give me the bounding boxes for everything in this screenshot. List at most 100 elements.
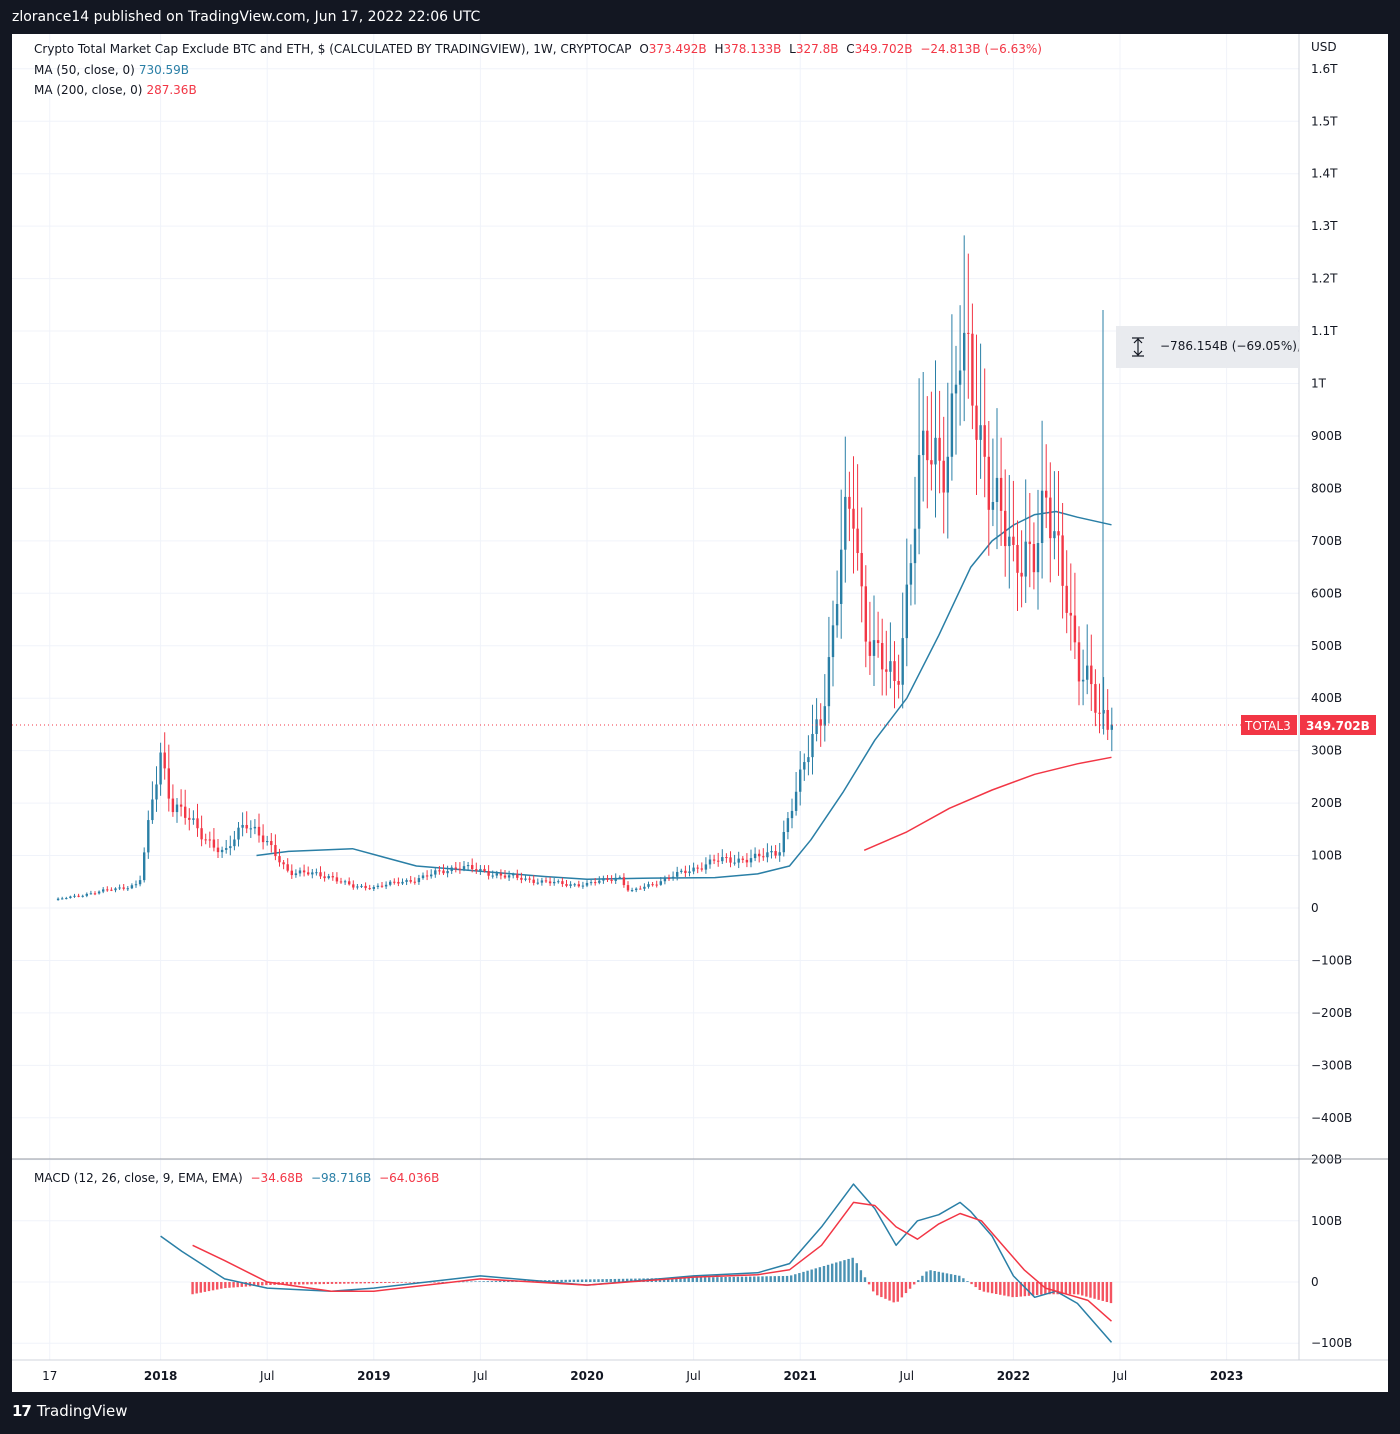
candle-body <box>102 889 105 892</box>
macd-histogram-bar <box>1101 1282 1104 1301</box>
candle-body <box>688 871 691 874</box>
macd-histogram-bar <box>486 1281 489 1282</box>
y-tick-label: −300B <box>1311 1058 1352 1072</box>
candle-body <box>1110 724 1113 730</box>
macd-histogram-bar <box>351 1282 354 1284</box>
macd-legend: MACD (12, 26, close, 9, EMA, EMA) −34.68… <box>34 1171 439 1185</box>
measure-label: −786.154B (−69.05%), <box>1160 339 1301 353</box>
macd-line-value: −98.716B <box>310 1171 372 1185</box>
macd-histogram-bar <box>839 1261 842 1282</box>
x-tick-label: 17 <box>42 1369 57 1383</box>
candle-body <box>237 827 240 840</box>
x-tick-label: Jul <box>259 1369 274 1383</box>
macd-histogram-bar <box>1068 1282 1072 1295</box>
macd-histogram-bar <box>482 1281 485 1282</box>
measure-tool[interactable]: −786.154B (−69.05%), <box>1102 310 1301 729</box>
y-tick-label: −400B <box>1311 1111 1352 1125</box>
candle-body <box>643 886 646 889</box>
macd-histogram-bar <box>396 1282 399 1283</box>
macd-histogram-bar <box>978 1282 981 1291</box>
macd-histogram-bar <box>630 1278 633 1282</box>
candle-body <box>938 437 941 461</box>
candle-body <box>807 757 810 763</box>
y-tick-label: 900B <box>1311 429 1342 443</box>
candle-body <box>270 841 273 846</box>
candle-body <box>208 839 211 841</box>
macd-histogram-bar <box>794 1274 797 1282</box>
candle-body <box>770 850 773 853</box>
candle-body <box>815 719 818 734</box>
chart-svg[interactable]: −786.154B (−69.05%), 1.6T 1.5T 1.4T 1.3T 1.2… <box>12 34 1388 1392</box>
y-tick-label: −200B <box>1311 1006 1352 1020</box>
candle-body <box>507 875 511 878</box>
macd-histogram-bar <box>576 1279 580 1282</box>
macd-histogram-bar <box>1085 1282 1088 1297</box>
macd-histogram-bar <box>1019 1282 1022 1297</box>
candle-body <box>1065 585 1068 613</box>
candle-body <box>290 870 293 876</box>
macd-histogram-bar <box>851 1257 854 1282</box>
x-tick-label: 2022 <box>997 1369 1030 1383</box>
high-label: H <box>714 42 724 56</box>
candle-body <box>495 873 498 876</box>
candle-body <box>134 884 138 886</box>
macd-histogram-bar <box>1040 1282 1043 1295</box>
macd-histogram-bar <box>269 1282 272 1286</box>
macd-histogram-bar <box>855 1263 858 1282</box>
close-label: C <box>846 42 855 56</box>
candle-body <box>762 856 765 858</box>
candle-body <box>799 769 802 792</box>
candle-body <box>655 884 658 886</box>
candle-body <box>323 876 326 879</box>
macd-histogram-bar <box>285 1282 289 1285</box>
candle-body <box>393 881 396 883</box>
chart-frame[interactable]: −786.154B (−69.05%), 1.6T 1.5T 1.4T 1.3T 1.2… <box>12 34 1388 1392</box>
candle-body <box>536 882 539 884</box>
y-tick-label: 700B <box>1311 534 1342 548</box>
candle-body <box>909 563 913 585</box>
candle-body <box>860 553 863 587</box>
x-tick-label: 2021 <box>783 1369 816 1383</box>
low-label: L <box>789 42 796 56</box>
x-tick-label: Jul <box>685 1369 700 1383</box>
candle-body <box>356 886 359 888</box>
macd-histogram-bar <box>224 1282 227 1289</box>
macd-histogram-bar <box>941 1272 945 1282</box>
macd-histogram-bar <box>1064 1282 1068 1295</box>
publish-header: zlorance14 published on TradingView.com,… <box>0 0 1400 34</box>
macd-histogram-bar <box>822 1265 826 1282</box>
candle-body <box>680 870 683 872</box>
price-tag-symbol: TOTAL3 <box>1244 719 1291 733</box>
candle-body <box>946 456 949 493</box>
candle-body <box>130 885 134 889</box>
macd-histogram-bar <box>297 1282 301 1285</box>
candle-body <box>184 806 187 818</box>
macd-histogram-bar <box>847 1258 850 1282</box>
macd-histogram-bar <box>318 1282 321 1285</box>
x-tick-label: 2020 <box>570 1369 603 1383</box>
candle-body <box>179 804 183 807</box>
candle-body <box>749 858 753 863</box>
candle-body <box>151 799 154 821</box>
macd-histogram-bar <box>929 1270 932 1282</box>
tradingview-logo[interactable]: 17 TradingView <box>12 1402 128 1420</box>
candle-body <box>282 862 285 865</box>
candle-body <box>565 884 568 886</box>
candle-body <box>606 878 609 880</box>
macd-histogram-bar <box>580 1279 584 1282</box>
macd-histogram-bar <box>1097 1282 1100 1300</box>
macd-histogram-bar <box>732 1276 735 1282</box>
macd-histogram-bar <box>343 1282 346 1284</box>
macd-histogram-bar <box>691 1277 694 1282</box>
macd-histogram-bar <box>584 1279 588 1282</box>
candle-body <box>200 828 203 840</box>
macd-histogram-bar <box>720 1277 723 1282</box>
candle-body <box>405 880 408 882</box>
macd-histogram-bar <box>945 1273 949 1282</box>
candle-body <box>138 880 142 885</box>
candle-body <box>548 881 552 884</box>
candle-body <box>417 878 421 883</box>
macd-histogram-bar <box>404 1282 407 1283</box>
macd-histogram-bar <box>621 1278 625 1282</box>
candle-body <box>302 870 306 873</box>
